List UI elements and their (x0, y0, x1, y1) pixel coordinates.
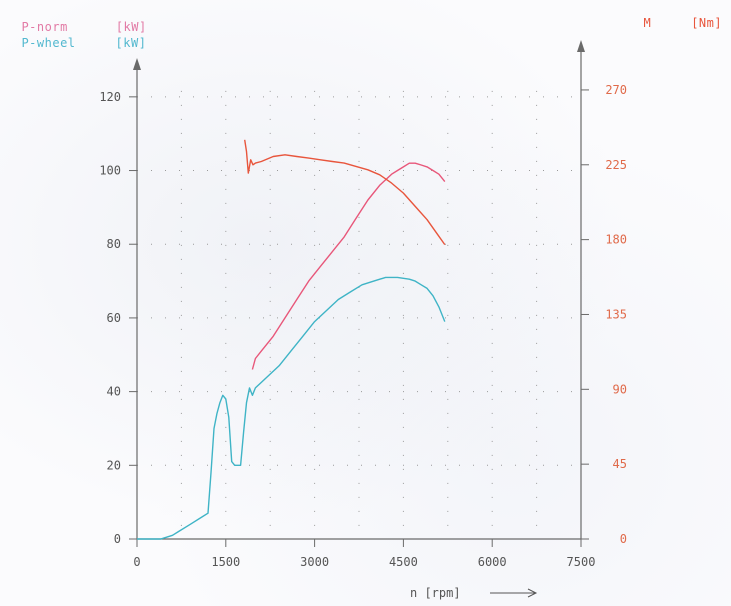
x-tick-label-0: 0 (133, 555, 140, 569)
left-axis-arrow (133, 58, 141, 70)
x-tick-label-2: 3000 (300, 555, 329, 569)
right-tick-label-0: 0 (620, 532, 627, 546)
x-tick-label-4: 6000 (478, 555, 507, 569)
series-line-p-wheel (137, 276, 446, 540)
right-tick-label-4: 180 (605, 233, 627, 247)
x-tick-label-5: 7500 (567, 555, 596, 569)
left-tick-label-2: 40 (107, 385, 121, 399)
legend-p-norm: P-norm [kW] (6, 6, 147, 34)
legend-p-wheel-label: P-wheel (21, 36, 76, 50)
left-tick-label-4: 80 (107, 237, 121, 251)
legend-torque-unit: [Nm] (691, 16, 723, 30)
left-tick-label-6: 120 (99, 90, 121, 104)
right-tick-label-2: 90 (613, 382, 627, 396)
right-tick-label-1: 45 (613, 457, 627, 471)
x-tick-label-3: 4500 (389, 555, 418, 569)
x-axis-label: n [rpm] (410, 586, 461, 600)
left-tick-label-3: 60 (107, 311, 121, 325)
x-tick-label-1: 1500 (211, 555, 240, 569)
legend-p-wheel: P-wheel [kW] (6, 22, 146, 50)
legend-torque-label: M (643, 16, 652, 30)
right-tick-label-3: 135 (605, 307, 627, 321)
left-tick-label-5: 100 (99, 164, 121, 178)
legend-torque: M [Nm] (628, 2, 722, 30)
series-line-m (244, 139, 446, 246)
legend-p-norm-label: P-norm (21, 20, 68, 34)
right-axis-arrow (577, 40, 585, 52)
legend-p-norm-unit: [kW] (115, 20, 147, 34)
left-tick-label-1: 20 (107, 458, 121, 472)
x-axis-label-arrowhead (527, 588, 538, 598)
legend-p-wheel-unit: [kW] (115, 36, 147, 50)
right-tick-label-6: 270 (605, 83, 627, 97)
series-line-p-norm (251, 162, 446, 370)
left-tick-label-0: 0 (114, 532, 121, 546)
right-tick-label-5: 225 (605, 158, 627, 172)
